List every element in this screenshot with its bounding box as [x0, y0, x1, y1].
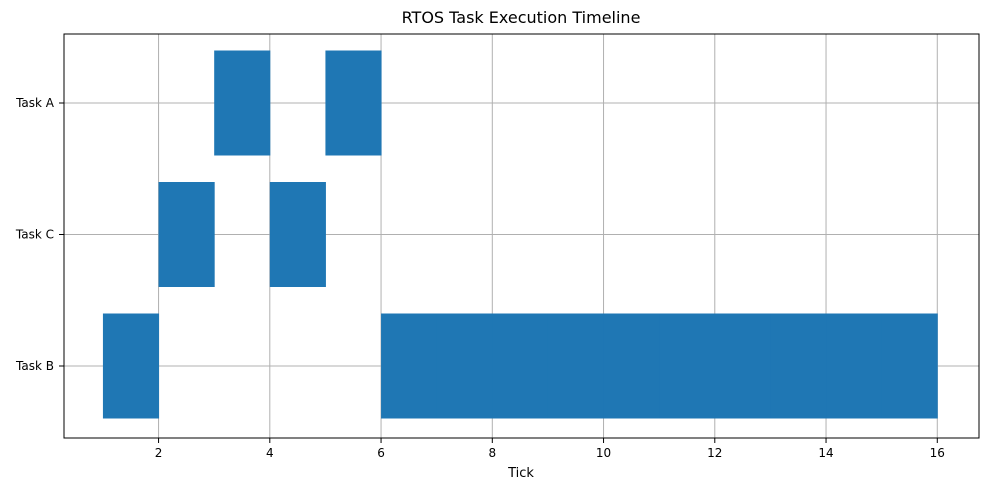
y-tick-label: Task A — [15, 96, 55, 110]
task-bar — [881, 313, 938, 419]
x-tick-label: 12 — [707, 446, 722, 460]
task-bar — [714, 313, 771, 419]
x-tick-label: 8 — [488, 446, 496, 460]
x-tick-label: 14 — [818, 446, 833, 460]
x-axis-label: Tick — [507, 466, 534, 481]
axis-ticks: 2 4 6 8 10 12 14 16 Task B Task C Task A — [15, 96, 945, 460]
task-bar — [826, 313, 883, 419]
chart-title: RTOS Task Execution Timeline — [402, 8, 641, 27]
task-bars — [102, 50, 938, 419]
plot-frame — [63, 33, 980, 439]
x-tick-label: 4 — [266, 446, 274, 460]
task-bar — [770, 313, 827, 419]
x-tick-label: 6 — [377, 446, 385, 460]
task-bar — [325, 50, 382, 156]
task-bar — [603, 313, 660, 419]
x-tick-label: 2 — [155, 446, 163, 460]
task-bar — [269, 182, 326, 287]
task-bar — [102, 313, 160, 419]
x-tick-label: 10 — [596, 446, 611, 460]
task-bar — [158, 182, 215, 287]
task-bar — [381, 313, 438, 419]
y-tick-label: Task B — [15, 359, 54, 373]
x-tick-label: 16 — [930, 446, 945, 460]
y-tick-label: Task C — [15, 228, 54, 242]
task-bar — [547, 313, 605, 419]
task-bar — [492, 313, 549, 419]
task-bar — [436, 313, 493, 419]
task-bar — [214, 50, 271, 156]
task-bar — [659, 313, 716, 419]
